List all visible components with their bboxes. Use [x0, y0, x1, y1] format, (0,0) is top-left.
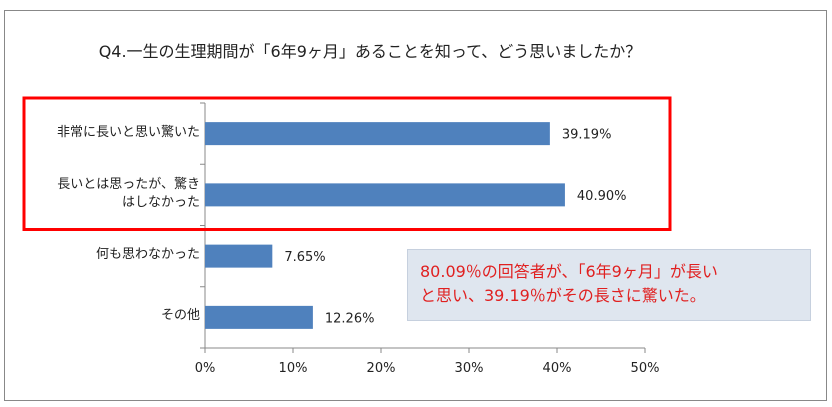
- x-tick-label: 40%: [543, 361, 572, 376]
- x-tick-label: 0%: [195, 361, 216, 376]
- category-label-line: はしなかった: [121, 194, 200, 210]
- x-tick-label: 20%: [367, 361, 396, 376]
- bar: [205, 244, 273, 268]
- x-tick-label: 30%: [455, 361, 484, 376]
- highlight-box: [22, 96, 672, 231]
- category-label: 長いとは思ったが、驚きはしなかった: [0, 176, 200, 212]
- category-label: その他: [0, 307, 200, 325]
- category-label-line: 非常に長いと思い驚いた: [56, 124, 200, 140]
- annotation-line-1: 80.09％の回答者が、「6年9ヶ月」が長い: [420, 262, 718, 281]
- bar: [205, 305, 313, 329]
- data-label: 40.90%: [577, 189, 627, 204]
- data-label: 12.26%: [325, 311, 375, 326]
- chart-title: Q4.一生の生理期間が「6年9ヶ月」あることを知って、どう思いましたか？: [98, 42, 642, 61]
- category-label-line: 何も思わなかった: [95, 247, 200, 263]
- annotation-line-2: と思い、39.19％がその長さに驚いた。: [420, 286, 706, 305]
- x-tick-label: 50%: [631, 361, 660, 376]
- bar: [205, 183, 565, 207]
- category-label-line: 長いとは思ったが、驚き: [57, 176, 200, 192]
- category-label: 何も思わなかった: [0, 246, 200, 264]
- category-label: 非常に長いと思い驚いた: [0, 124, 200, 142]
- data-label: 7.65%: [284, 250, 325, 265]
- data-label: 39.19%: [562, 128, 612, 143]
- x-tick-label: 10%: [279, 361, 308, 376]
- bar: [205, 122, 550, 146]
- chart-border: [4, 10, 827, 401]
- annotation-box: 80.09％の回答者が、「6年9ヶ月」が長い と思い、39.19％がその長さに驚…: [407, 249, 811, 321]
- category-label-line: その他: [160, 308, 200, 324]
